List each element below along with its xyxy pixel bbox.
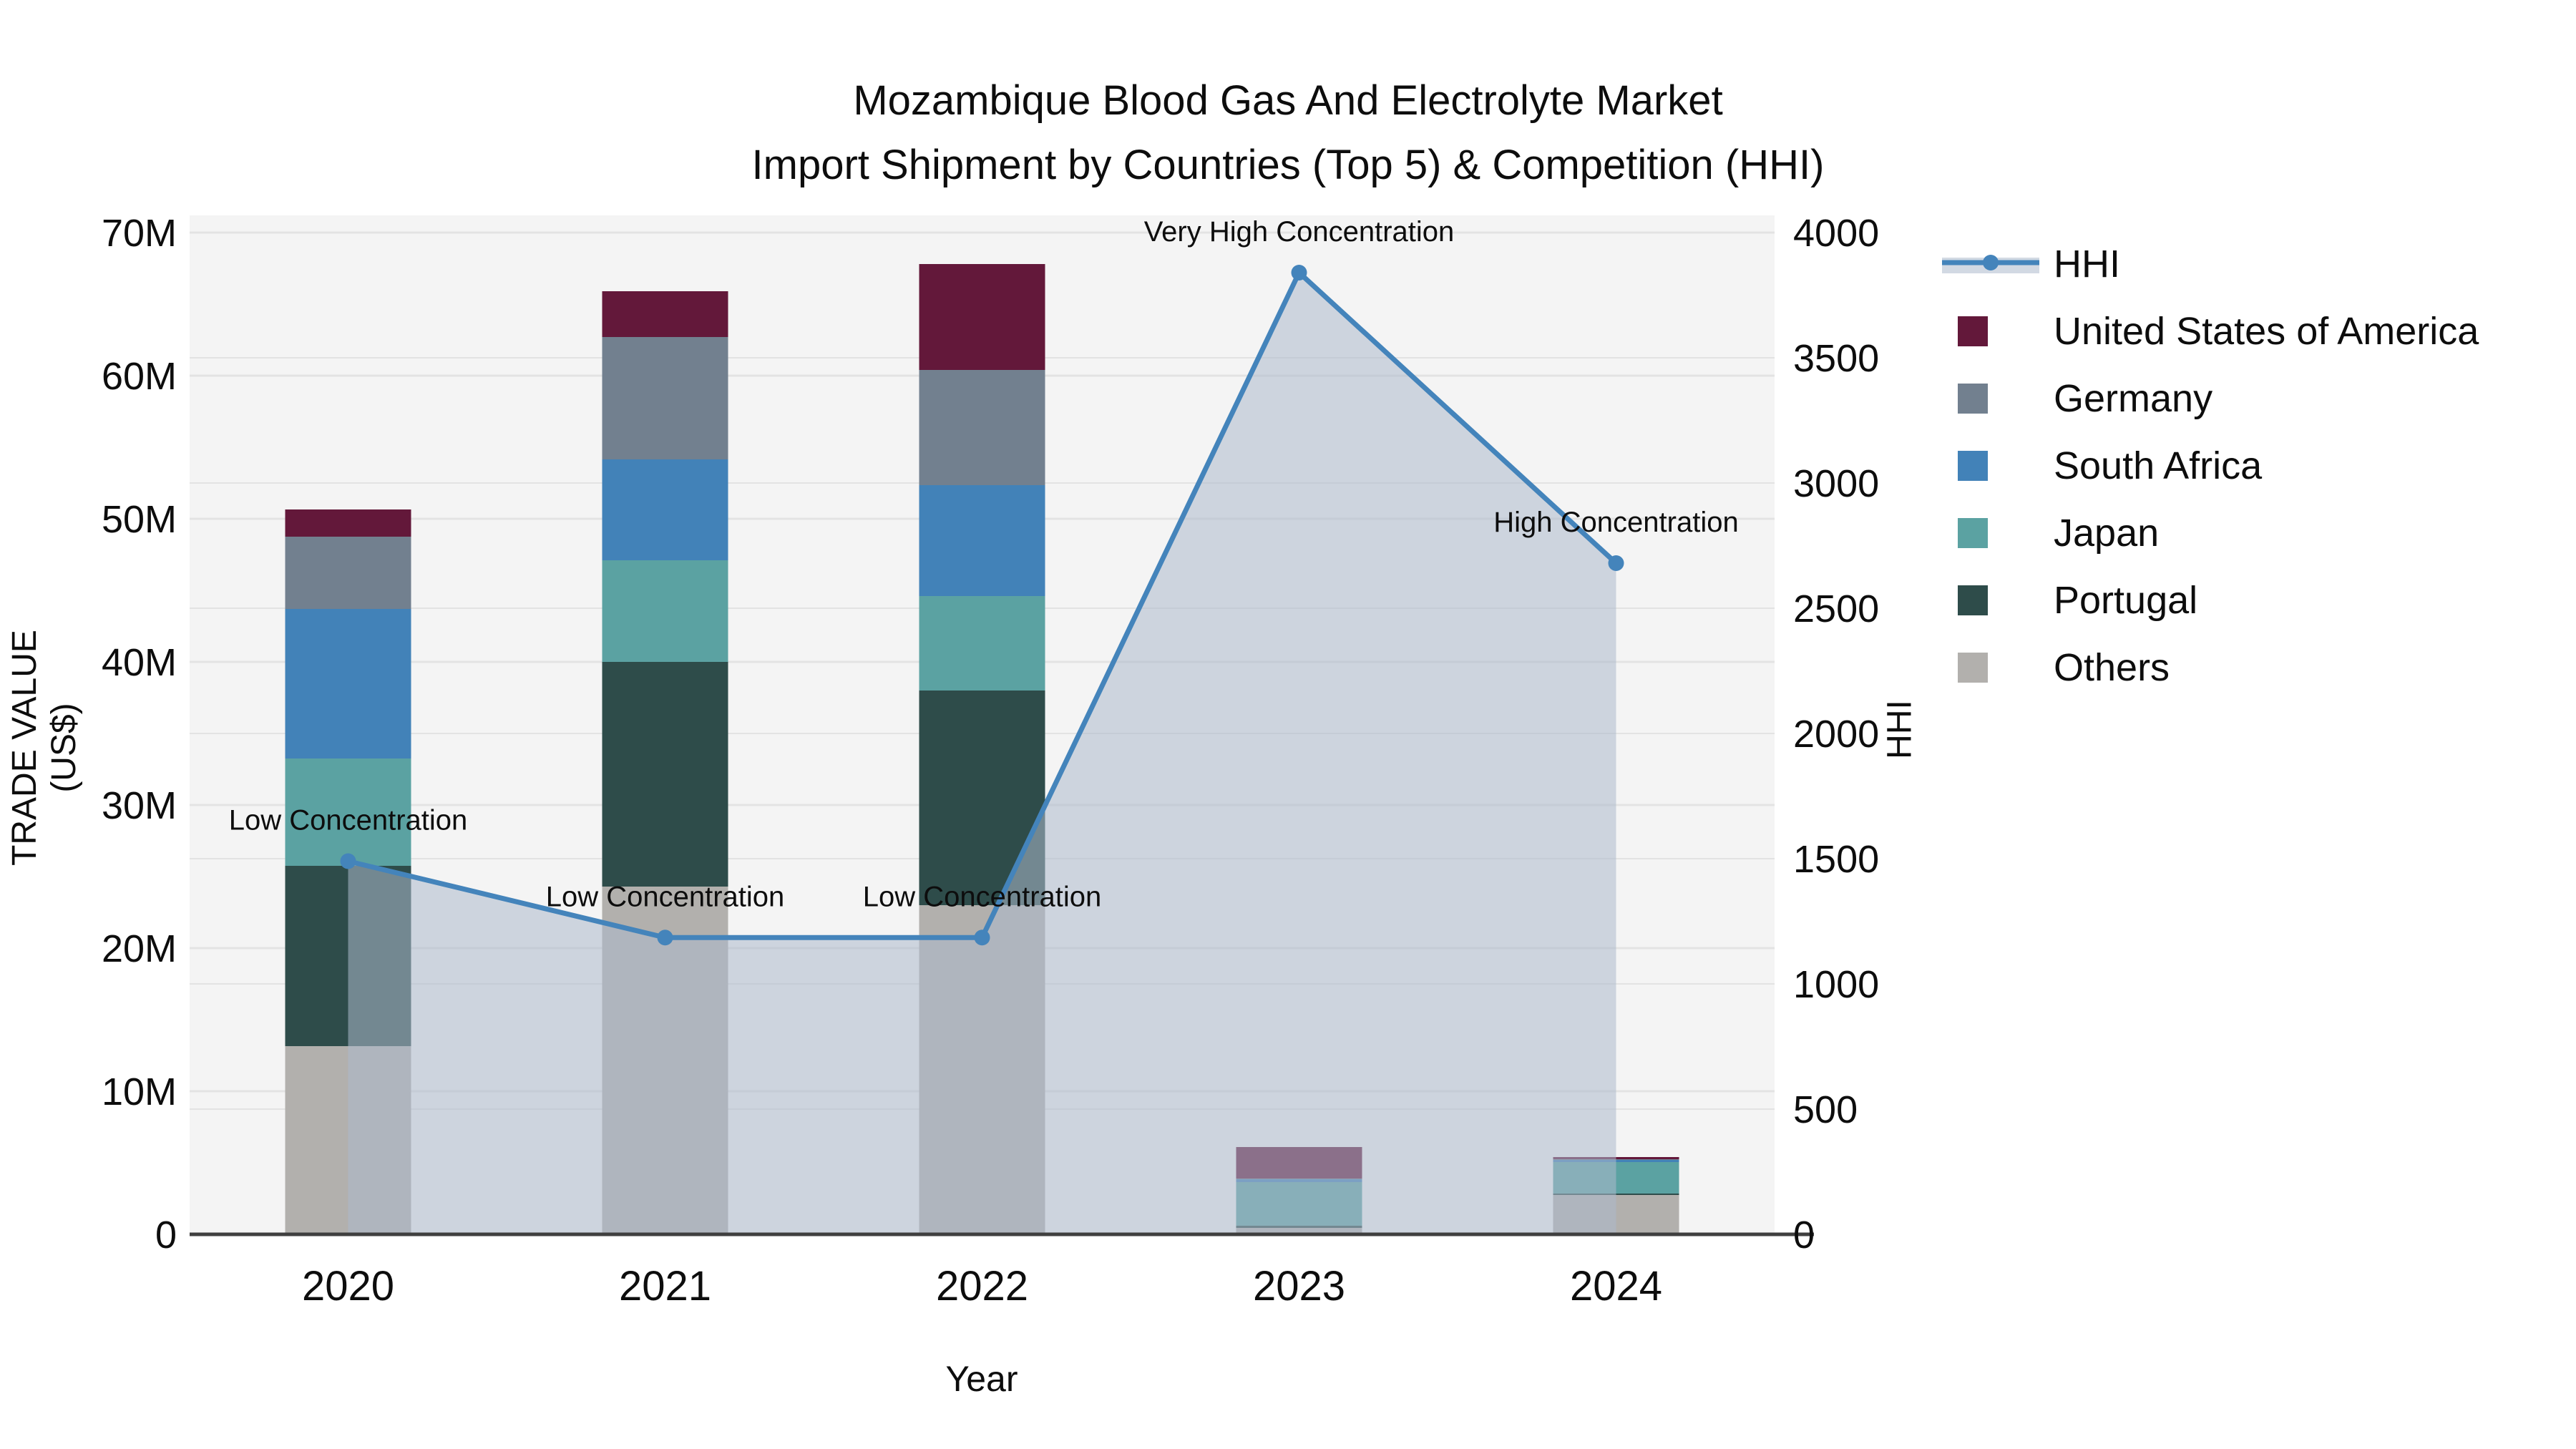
- y-axis-title-left: TRADE VALUE (US$): [6, 630, 83, 866]
- annotation-2020: Low Concentration: [229, 805, 468, 836]
- bar-segment-japan-2021[interactable]: [602, 560, 728, 662]
- legend-item-hhi[interactable]: HHI: [1938, 230, 2567, 298]
- legend-label: Japan: [2054, 512, 2160, 555]
- chart-title-line2: Import Shipment by Countries (Top 5) & C…: [751, 142, 1825, 188]
- chart-title: Mozambique Blood Gas And Electrolyte Mar…: [0, 69, 2576, 197]
- y-left-tick-10M: 10M: [102, 1070, 177, 1113]
- y-right-tick-0: 0: [1793, 1214, 1815, 1257]
- y-left-tick-20M: 20M: [102, 927, 177, 970]
- bar-segment-germany-2021[interactable]: [602, 337, 728, 459]
- legend-label: South Africa: [2054, 444, 2263, 487]
- legend-item-japan[interactable]: Japan: [1938, 499, 2567, 567]
- legend-label: Portugal: [2054, 579, 2198, 622]
- y-left-tick-50M: 50M: [102, 498, 177, 541]
- x-tick-2024: 2024: [1570, 1263, 1662, 1309]
- x-tick-2021: 2021: [619, 1263, 711, 1309]
- legend-swatch: [1958, 451, 1988, 481]
- x-tick-2020: 2020: [302, 1263, 394, 1309]
- annotation-2022: Low Concentration: [863, 881, 1102, 912]
- bar-segment-south-africa-2022[interactable]: [919, 485, 1045, 596]
- y-axis-title-right: HHI: [1880, 700, 1919, 759]
- bar-segment-united-states-of-america-2021[interactable]: [602, 291, 728, 337]
- series-swatch-icon: [1938, 518, 2045, 548]
- series-swatch-icon: [1938, 585, 2045, 615]
- series-swatch-icon: [1938, 316, 2045, 346]
- legend-item-germany[interactable]: Germany: [1938, 365, 2567, 432]
- legend-swatch: [1958, 653, 1988, 683]
- hhi-area-fill: [348, 273, 1616, 1234]
- legend-swatch: [1958, 316, 1988, 346]
- y-left-tick-30M: 30M: [102, 784, 177, 827]
- bar-segment-united-states-of-america-2022[interactable]: [919, 264, 1045, 370]
- legend-label: Others: [2054, 646, 2170, 689]
- legend-label: HHI: [2054, 243, 2120, 286]
- series-swatch-icon: [1938, 451, 2045, 481]
- hhi-marker-2023[interactable]: [1291, 265, 1307, 280]
- legend-item-portugal[interactable]: Portugal: [1938, 567, 2567, 634]
- legend-swatch: [1958, 585, 1988, 615]
- legend-item-others[interactable]: Others: [1938, 634, 2567, 701]
- annotation-2021: Low Concentration: [546, 881, 785, 912]
- hhi-marker-2024[interactable]: [1608, 555, 1624, 571]
- bar-segment-south-africa-2020[interactable]: [285, 609, 411, 758]
- x-axis-title: Year: [945, 1359, 1018, 1399]
- y-left-tick-70M: 70M: [102, 212, 177, 255]
- series-swatch-icon: [1938, 653, 2045, 683]
- bar-segment-germany-2020[interactable]: [285, 537, 411, 609]
- x-tick-2023: 2023: [1253, 1263, 1345, 1309]
- legend-label: Germany: [2054, 377, 2213, 420]
- bar-segment-japan-2020[interactable]: [285, 758, 411, 866]
- chart-title-line1: Mozambique Blood Gas And Electrolyte Mar…: [853, 77, 1723, 124]
- bar-segment-japan-2022[interactable]: [919, 596, 1045, 691]
- hhi-marker-2021[interactable]: [657, 930, 673, 946]
- series-swatch-icon: [1938, 384, 2045, 414]
- legend-label: United States of America: [2054, 310, 2479, 353]
- y-right-tick-3500: 3500: [1793, 337, 1879, 380]
- hhi-marker-2022[interactable]: [974, 930, 990, 946]
- y-right-tick-2000: 2000: [1793, 713, 1879, 756]
- bar-segment-germany-2022[interactable]: [919, 370, 1045, 485]
- bar-segment-south-africa-2021[interactable]: [602, 459, 728, 560]
- y-right-tick-500: 500: [1793, 1088, 1858, 1131]
- legend-swatch: [1958, 518, 1988, 548]
- y-right-tick-4000: 4000: [1793, 212, 1879, 255]
- hhi-line-swatch-icon: [1938, 248, 2045, 280]
- legend: HHI United States of America Germany South …: [1938, 230, 2567, 701]
- y-right-tick-1000: 1000: [1793, 963, 1879, 1006]
- y-left-tick-60M: 60M: [102, 355, 177, 398]
- y-right-tick-3000: 3000: [1793, 462, 1879, 505]
- legend-swatch: [1958, 384, 1988, 414]
- x-tick-2022: 2022: [936, 1263, 1028, 1309]
- y-right-tick-1500: 1500: [1793, 838, 1879, 881]
- bar-segment-united-states-of-america-2020[interactable]: [285, 509, 411, 537]
- y-left-tick-0: 0: [155, 1214, 177, 1257]
- legend-item-united-states-of-america[interactable]: United States of America: [1938, 298, 2567, 365]
- annotation-2023: Very High Concentration: [1144, 216, 1455, 248]
- legend-item-south-africa[interactable]: South Africa: [1938, 432, 2567, 499]
- hhi-marker-2020[interactable]: [340, 853, 356, 869]
- bar-segment-portugal-2021[interactable]: [602, 662, 728, 887]
- annotation-2024: High Concentration: [1493, 507, 1738, 538]
- y-right-tick-2500: 2500: [1793, 587, 1879, 630]
- y-left-tick-40M: 40M: [102, 641, 177, 684]
